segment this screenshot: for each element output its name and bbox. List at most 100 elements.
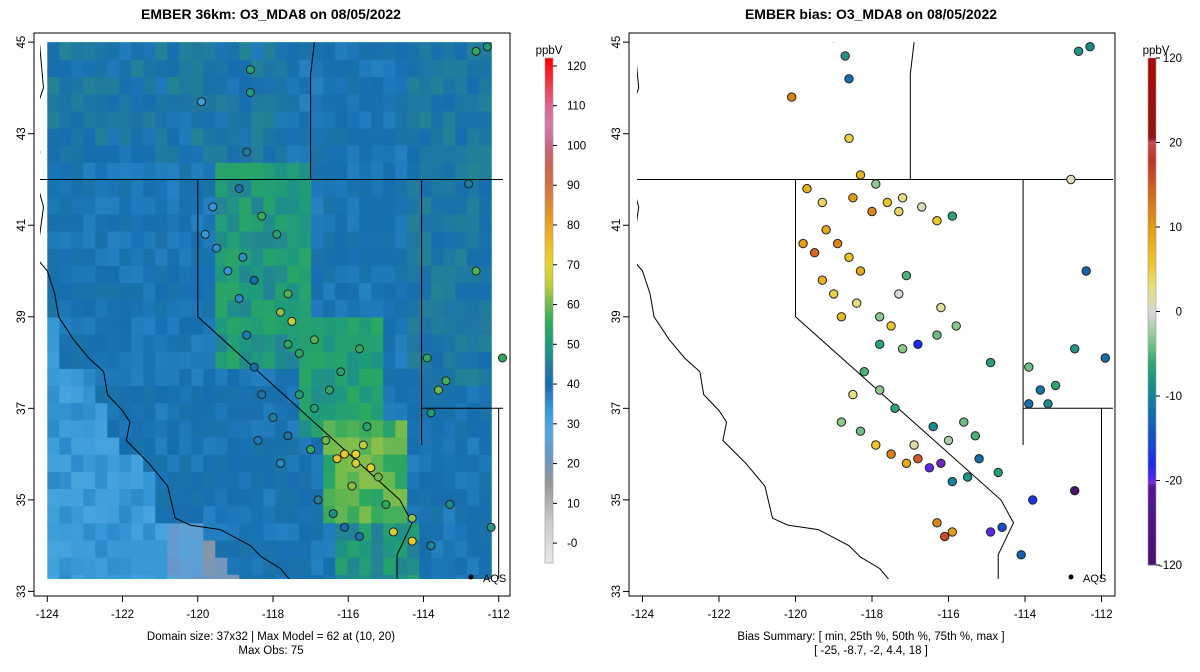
observation-point xyxy=(486,522,496,532)
heatmap-cell xyxy=(155,213,168,232)
heatmap-cell xyxy=(371,574,384,579)
heatmap-cell xyxy=(71,248,84,266)
colorbar-swatch xyxy=(1148,425,1156,429)
heatmap-cell xyxy=(191,419,204,438)
heatmap-cell xyxy=(335,402,348,421)
heatmap-cell xyxy=(179,402,192,421)
heatmap-cell xyxy=(191,110,204,129)
heatmap-cell xyxy=(395,333,408,352)
observation-point xyxy=(482,42,492,52)
heatmap-cell xyxy=(287,505,300,524)
heatmap-cell xyxy=(107,505,120,524)
colorbar-swatch xyxy=(1148,141,1156,145)
heatmap-cell xyxy=(167,230,180,249)
heatmap-cell xyxy=(143,574,156,579)
heatmap-cell xyxy=(323,574,336,579)
colorbar-swatch xyxy=(1148,182,1156,186)
heatmap-cell xyxy=(407,368,420,387)
heatmap-cell xyxy=(407,265,420,284)
heatmap-cell xyxy=(287,93,300,112)
heatmap-cell xyxy=(431,196,444,215)
heatmap-cell xyxy=(47,505,60,524)
heatmap-cell xyxy=(179,471,192,490)
heatmap-cell xyxy=(155,557,168,575)
heatmap-cell xyxy=(431,265,444,284)
heatmap-cell xyxy=(263,110,276,129)
observation-point xyxy=(257,390,267,400)
heatmap-cell xyxy=(47,385,60,404)
colorbar-swatch xyxy=(1148,367,1156,371)
heatmap-cell xyxy=(359,557,372,575)
heatmap-cell xyxy=(323,93,336,112)
heatmap-cell xyxy=(203,59,216,78)
heatmap-cell xyxy=(227,333,240,352)
heatmap-cell xyxy=(479,59,492,78)
heatmap-cell xyxy=(47,127,60,146)
heatmap-cell xyxy=(299,522,312,541)
heatmap-cell xyxy=(311,316,324,335)
colorbar-swatch xyxy=(1148,197,1156,201)
heatmap-cell xyxy=(227,488,240,507)
heatmap-cell xyxy=(71,196,84,215)
observation-point xyxy=(351,458,361,468)
heatmap-cell xyxy=(119,265,132,284)
heatmap-cell xyxy=(131,471,144,490)
heatmap-cell xyxy=(155,471,168,490)
colorbar-swatch xyxy=(1148,450,1156,454)
bias-point xyxy=(848,389,858,400)
colorbar-swatch xyxy=(1148,379,1156,383)
heatmap-cell xyxy=(179,59,192,78)
heatmap-cell xyxy=(431,299,444,318)
heatmap-cell xyxy=(359,179,372,198)
heatmap-cell xyxy=(383,436,396,455)
heatmap-cell xyxy=(323,299,336,318)
heatmap-cell xyxy=(299,299,312,318)
colorbar-swatch xyxy=(1148,192,1156,196)
colorbar-swatch xyxy=(545,316,553,321)
heatmap-cell xyxy=(203,110,216,129)
heatmap-cell xyxy=(47,230,60,249)
heatmap-cell xyxy=(335,179,348,198)
colorbar-swatch xyxy=(1148,554,1156,558)
heatmap-cell xyxy=(407,471,420,490)
colorbar-swatch xyxy=(1148,362,1156,366)
or-id-border xyxy=(310,42,315,180)
heatmap-cell xyxy=(215,127,228,146)
heatmap-cell xyxy=(131,179,144,198)
colorbar-swatch xyxy=(1148,331,1156,335)
colorbar-swatch xyxy=(1148,516,1156,520)
colorbar-tick-label: 50 xyxy=(567,339,580,351)
heatmap-cell xyxy=(347,385,360,404)
heatmap-cell xyxy=(455,162,468,181)
heatmap-cell xyxy=(107,539,120,558)
heatmap-cell xyxy=(167,574,180,579)
heatmap-cell xyxy=(347,539,360,558)
colorbar-swatch xyxy=(1148,154,1156,158)
heatmap-cell xyxy=(191,76,204,95)
heatmap-cell xyxy=(455,76,468,95)
y-tick-label: 45 xyxy=(611,36,623,49)
heatmap-cell xyxy=(71,333,84,352)
heatmap-cell xyxy=(395,471,408,490)
heatmap-cell xyxy=(371,402,384,421)
colorbar-swatch xyxy=(1148,357,1156,361)
heatmap-cell xyxy=(467,110,480,129)
heatmap-cell xyxy=(155,42,168,60)
colorbar-swatch xyxy=(1148,374,1156,378)
colorbar-swatch xyxy=(1148,90,1156,94)
colorbar-swatch xyxy=(545,392,553,397)
observation-point xyxy=(272,229,282,239)
heatmap-cell xyxy=(59,213,72,232)
colorbar-swatch xyxy=(545,491,553,496)
heatmap-cell xyxy=(47,454,60,472)
colorbar-swatch xyxy=(545,527,553,532)
heatmap-cell xyxy=(371,316,384,335)
colorbar-swatch xyxy=(545,81,553,87)
heatmap-cell xyxy=(455,213,468,232)
colorbar-swatch xyxy=(545,332,553,337)
heatmap-cell xyxy=(191,316,204,335)
observation-point xyxy=(208,202,218,212)
heatmap-cell xyxy=(203,162,216,181)
heatmap-cell xyxy=(395,505,408,524)
colorbar-swatch xyxy=(1148,341,1156,345)
